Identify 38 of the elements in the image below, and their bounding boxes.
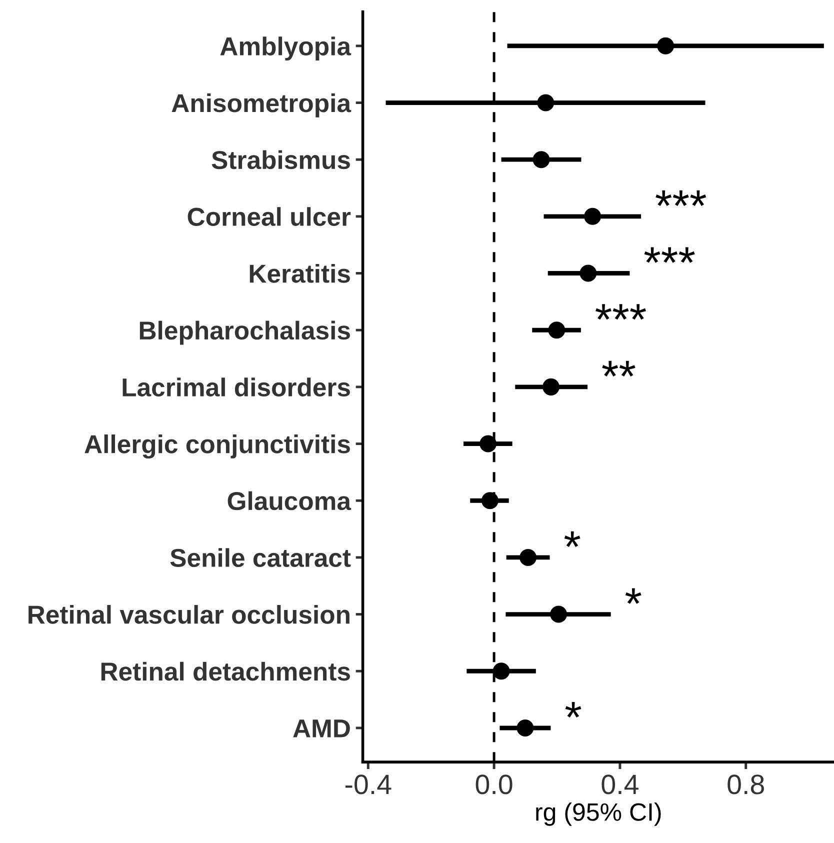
point [550,606,568,623]
y-tick-label: Keratitis [250,264,350,283]
y-tick-label: Strabismus [212,150,350,170]
annotation: ** [602,360,636,377]
point [520,548,537,566]
y-tick-label: Corneal ulcer [188,207,351,226]
annotation: * [565,702,582,718]
point [548,322,566,339]
point [492,662,510,680]
annotation: *** [656,190,706,206]
y-tick-label: AMD [293,720,350,738]
point [481,492,498,510]
y-tick-label: Anisometropia [172,93,352,118]
y-tick-label: Retinal detachments [101,662,350,681]
annotation: * [564,531,580,548]
annotation: *** [644,247,695,263]
x-tick-label: 0.8 [728,774,764,794]
point [584,208,602,225]
point [532,151,550,168]
point [516,719,534,736]
point [480,435,497,452]
annotation: *** [596,304,646,320]
point [537,94,554,112]
x-tick-label: -0.4 [345,774,392,794]
y-tick-label: Amblyopia [220,36,352,61]
y-tick-label: Glaucoma [228,491,352,510]
point [580,264,597,282]
y-tick-label: Lacrimal disorders [122,378,350,396]
x-tick-label: 0.0 [476,774,512,794]
point [542,378,560,396]
y-tick-label: Senile cataract [170,548,351,568]
point [657,37,674,54]
x-axis-title: rg (95% CI) [536,802,661,826]
y-tick-label: Blepharochalasis [140,320,350,345]
x-tick-label: 0.4 [602,774,638,794]
y-tick-label: Allergic conjunctivitis [84,434,350,459]
annotation: * [625,588,642,604]
y-tick-label: Retinal vascular occlusion [28,604,350,624]
